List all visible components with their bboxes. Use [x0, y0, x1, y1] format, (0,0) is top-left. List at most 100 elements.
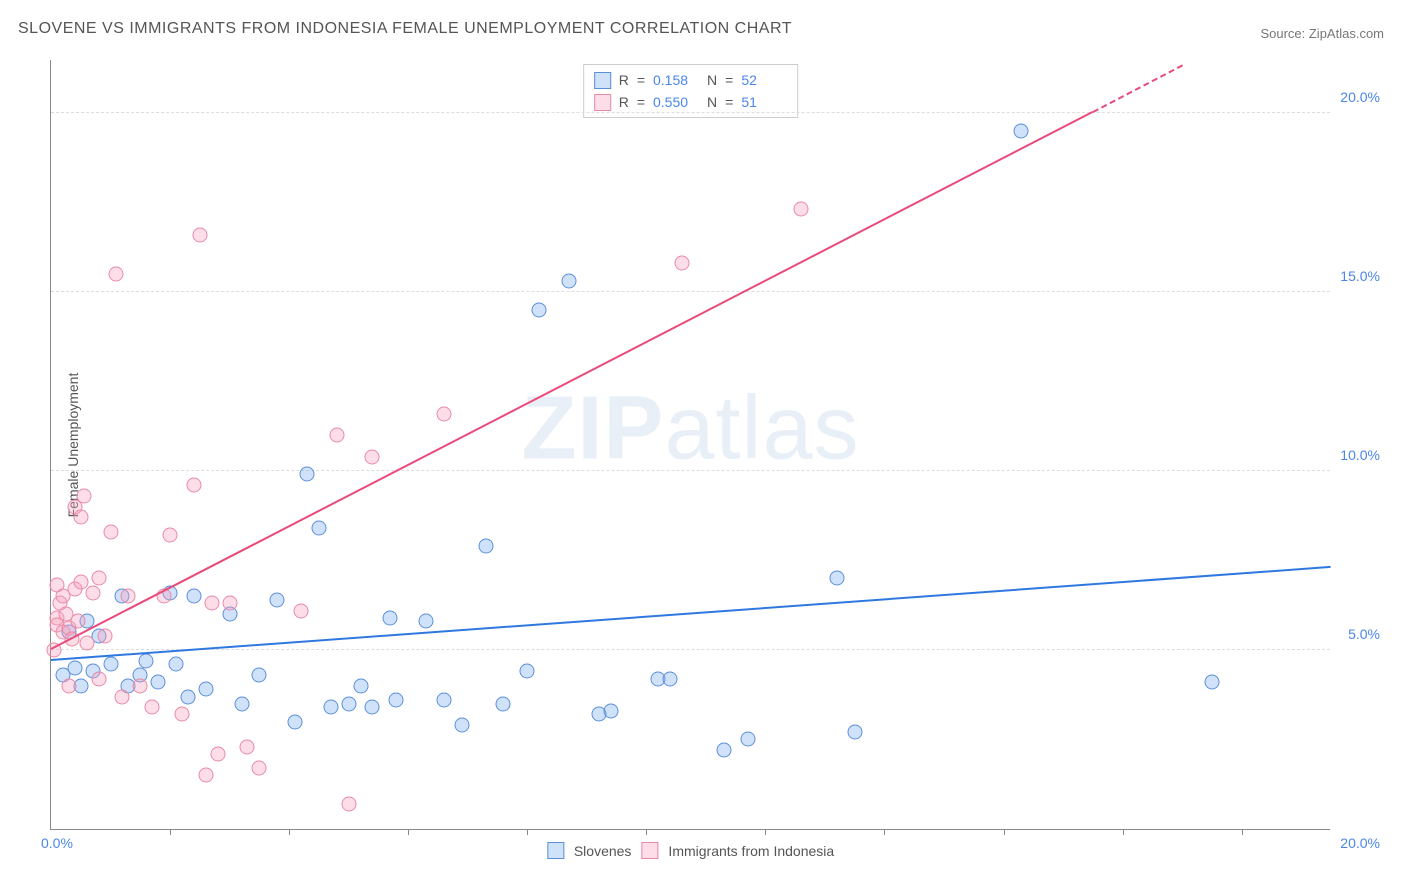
data-point [288, 714, 303, 729]
data-point [70, 614, 85, 629]
data-point [97, 628, 112, 643]
x-tick [765, 829, 766, 835]
data-point [85, 585, 100, 600]
data-point [198, 682, 213, 697]
data-point [61, 678, 76, 693]
x-tick [1004, 829, 1005, 835]
data-point [341, 796, 356, 811]
x-tick [527, 829, 528, 835]
chart-title: SLOVENE VS IMMIGRANTS FROM INDONESIA FEM… [18, 20, 792, 38]
stat-r-1: 0.158 [653, 69, 699, 91]
data-point [436, 406, 451, 421]
data-point [204, 596, 219, 611]
data-point [829, 571, 844, 586]
data-point [91, 571, 106, 586]
data-point [294, 603, 309, 618]
stat-n-1: 52 [741, 69, 787, 91]
data-point [103, 524, 118, 539]
data-point [341, 696, 356, 711]
trend-line [51, 566, 1331, 661]
stat-eq-4: = [725, 91, 733, 113]
x-tick-min: 0.0% [41, 835, 73, 851]
data-point [234, 696, 249, 711]
data-point [663, 671, 678, 686]
data-point [532, 302, 547, 317]
data-point [323, 700, 338, 715]
source-label: Source: ZipAtlas.com [1260, 26, 1384, 41]
grid-line [51, 291, 1330, 292]
data-point [67, 660, 82, 675]
stat-n-label-2: N [707, 91, 717, 113]
grid-line [51, 470, 1330, 471]
legend-swatch-2 [641, 842, 658, 859]
data-point [419, 614, 434, 629]
stats-box: R = 0.158 N = 52 R = 0.550 N = 51 [583, 64, 799, 118]
stat-r-2: 0.550 [653, 91, 699, 113]
stat-r-label: R [619, 69, 629, 91]
data-point [847, 725, 862, 740]
data-point [240, 739, 255, 754]
data-point [210, 746, 225, 761]
data-point [115, 689, 130, 704]
trend-line [51, 111, 1094, 650]
data-point [169, 657, 184, 672]
data-point [103, 657, 118, 672]
stat-eq: = [637, 69, 645, 91]
legend-label-2: Immigrants from Indonesia [668, 843, 834, 859]
data-point [139, 653, 154, 668]
swatch-series-1 [594, 72, 611, 89]
data-point [174, 707, 189, 722]
data-point [270, 592, 285, 607]
stat-eq-2: = [725, 69, 733, 91]
data-point [79, 635, 94, 650]
data-point [252, 668, 267, 683]
data-point [436, 693, 451, 708]
trend-line-dashed [1092, 64, 1182, 112]
grid-line [51, 649, 1330, 650]
data-point [329, 428, 344, 443]
data-point [252, 761, 267, 776]
data-point [603, 703, 618, 718]
x-tick [289, 829, 290, 835]
data-point [740, 732, 755, 747]
x-tick [1242, 829, 1243, 835]
data-point [561, 274, 576, 289]
data-point [180, 689, 195, 704]
data-point [383, 610, 398, 625]
stat-r-label-2: R [619, 91, 629, 113]
data-point [478, 539, 493, 554]
data-point [1014, 123, 1029, 138]
data-point [496, 696, 511, 711]
stats-row-1: R = 0.158 N = 52 [594, 69, 788, 91]
data-point [121, 589, 136, 604]
data-point [716, 743, 731, 758]
data-point [91, 671, 106, 686]
legend: Slovenes Immigrants from Indonesia [547, 842, 834, 859]
data-point [675, 256, 690, 271]
data-point [76, 488, 91, 503]
data-point [300, 467, 315, 482]
data-point [222, 596, 237, 611]
data-point [186, 589, 201, 604]
watermark: ZIPatlas [521, 378, 859, 481]
data-point [365, 449, 380, 464]
stat-n-label: N [707, 69, 717, 91]
data-point [454, 718, 469, 733]
data-point [353, 678, 368, 693]
data-point [311, 521, 326, 536]
data-point [198, 768, 213, 783]
legend-swatch-1 [547, 842, 564, 859]
data-point [109, 266, 124, 281]
x-tick [646, 829, 647, 835]
x-tick [884, 829, 885, 835]
data-point [163, 528, 178, 543]
stats-row-2: R = 0.550 N = 51 [594, 91, 788, 113]
data-point [151, 675, 166, 690]
data-point [133, 678, 148, 693]
swatch-series-2 [594, 94, 611, 111]
stat-eq-3: = [637, 91, 645, 113]
grid-line [51, 112, 1330, 113]
y-tick-label: 20.0% [1340, 89, 1380, 105]
data-point [1204, 675, 1219, 690]
data-point [794, 202, 809, 217]
